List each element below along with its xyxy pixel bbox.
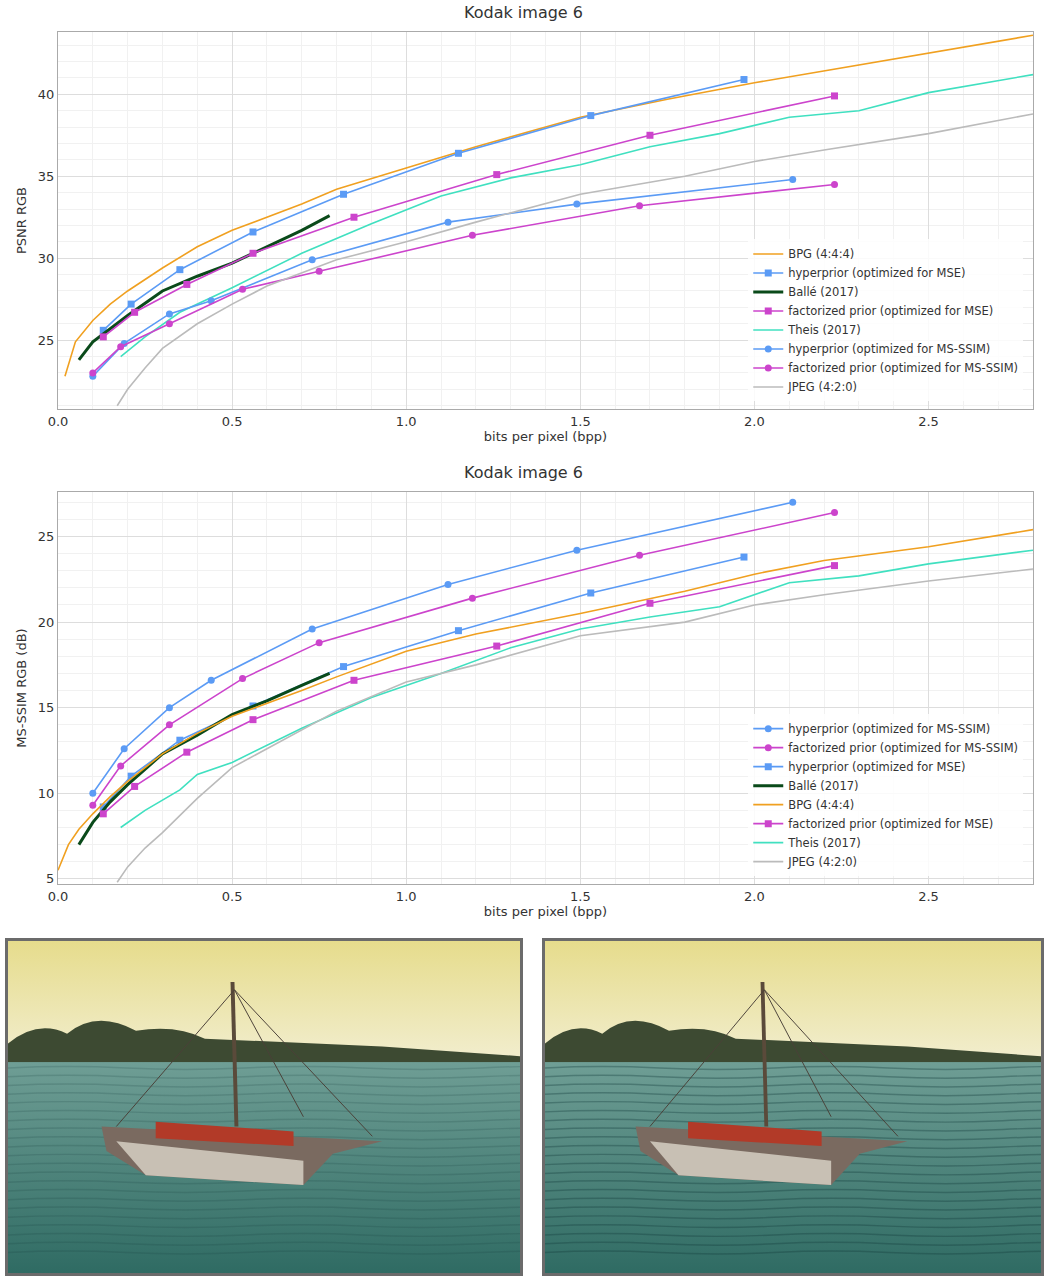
- svg-text:bits per pixel (bpp): bits per pixel (bpp): [484, 429, 607, 444]
- svg-text:factorized prior (optimized fo: factorized prior (optimized for MS-SSIM): [788, 361, 1018, 375]
- svg-text:0.5: 0.5: [222, 414, 243, 429]
- svg-text:Kodak image 6: Kodak image 6: [464, 463, 583, 482]
- svg-text:1.0: 1.0: [396, 414, 417, 429]
- svg-text:25: 25: [38, 333, 55, 348]
- svg-text:10: 10: [38, 786, 55, 801]
- svg-text:hyperprior (optimized for MSE): hyperprior (optimized for MSE): [788, 760, 965, 774]
- svg-text:hyperprior (optimized for MS-S: hyperprior (optimized for MS-SSIM): [788, 722, 990, 736]
- svg-text:BPG (4:4:4): BPG (4:4:4): [788, 798, 854, 812]
- svg-text:Theis (2017): Theis (2017): [787, 836, 860, 850]
- svg-text:1.5: 1.5: [570, 414, 591, 429]
- svg-text:Kodak image 6: Kodak image 6: [464, 3, 583, 22]
- svg-text:1.0: 1.0: [396, 889, 417, 904]
- svg-text:2.5: 2.5: [918, 414, 939, 429]
- svg-text:25: 25: [38, 529, 55, 544]
- svg-text:PSNR RGB: PSNR RGB: [14, 187, 29, 254]
- svg-text:20: 20: [38, 615, 55, 630]
- svg-text:BPG (4:4:4): BPG (4:4:4): [788, 247, 854, 261]
- svg-text:2.5: 2.5: [918, 889, 939, 904]
- svg-text:2.0: 2.0: [744, 889, 765, 904]
- svg-text:15: 15: [38, 700, 55, 715]
- svg-text:JPEG (4:2:0): JPEG (4:2:0): [787, 380, 857, 394]
- svg-text:0.5: 0.5: [222, 889, 243, 904]
- svg-text:MS-SSIM RGB (dB): MS-SSIM RGB (dB): [14, 628, 29, 747]
- svg-text:Ballé (2017): Ballé (2017): [788, 285, 858, 299]
- svg-text:hyperprior (optimized for MSE): hyperprior (optimized for MSE): [788, 266, 965, 280]
- svg-text:35: 35: [38, 169, 55, 184]
- svg-text:factorized prior (optimized fo: factorized prior (optimized for MSE): [788, 304, 993, 318]
- svg-text:5: 5: [46, 871, 54, 886]
- svg-text:bits per pixel (bpp): bits per pixel (bpp): [484, 904, 607, 919]
- svg-text:hyperprior (optimized for MS-S: hyperprior (optimized for MS-SSIM): [788, 342, 990, 356]
- svg-text:Ballé (2017): Ballé (2017): [788, 779, 858, 793]
- svg-text:0.0: 0.0: [48, 889, 69, 904]
- svg-text:40: 40: [38, 87, 55, 102]
- svg-text:factorized prior (optimized fo: factorized prior (optimized for MS-SSIM): [788, 741, 1018, 755]
- svg-text:0.0: 0.0: [48, 414, 69, 429]
- svg-text:30: 30: [38, 251, 55, 266]
- svg-text:1.5: 1.5: [570, 889, 591, 904]
- svg-text:Theis (2017): Theis (2017): [787, 323, 860, 337]
- svg-text:JPEG (4:2:0): JPEG (4:2:0): [787, 855, 857, 869]
- svg-text:factorized prior (optimized fo: factorized prior (optimized for MSE): [788, 817, 993, 831]
- svg-text:2.0: 2.0: [744, 414, 765, 429]
